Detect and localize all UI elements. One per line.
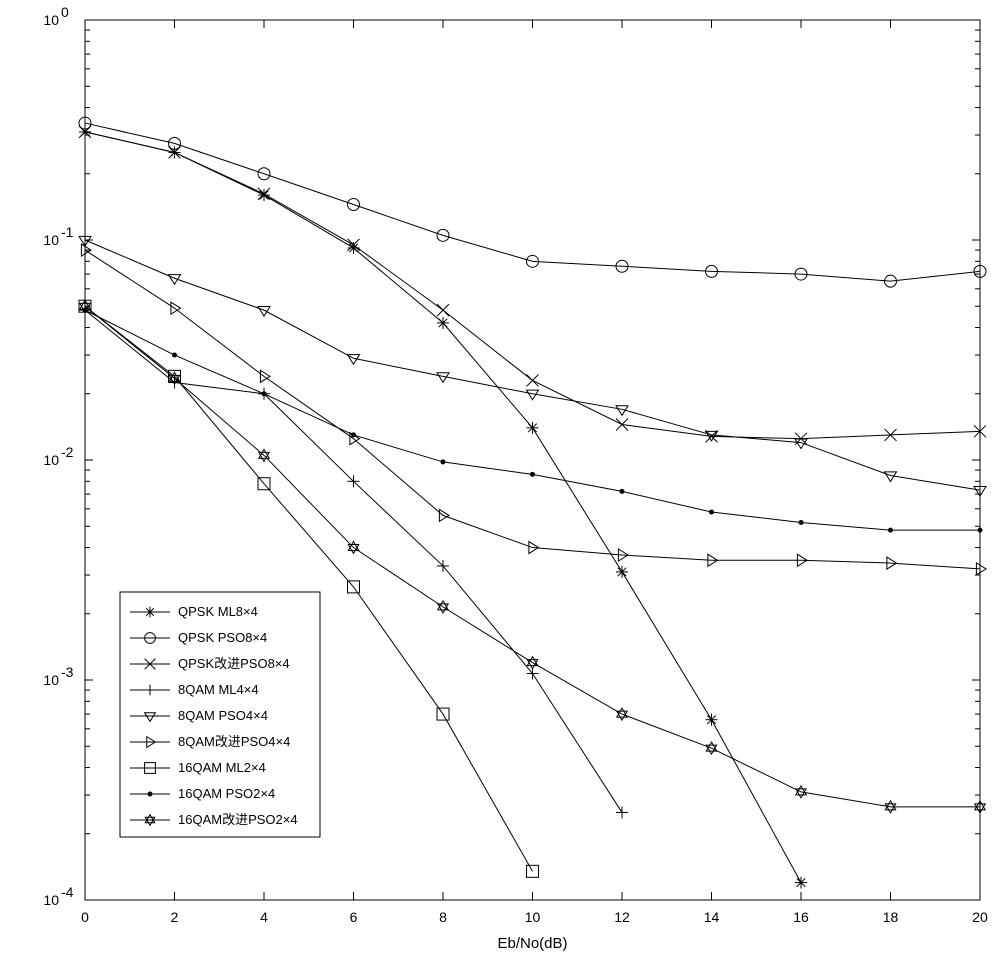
- legend-item-qam8_ml_4x4: 8QAM ML4×4: [130, 682, 259, 697]
- svg-text:0: 0: [61, 4, 69, 20]
- series-qpsk_ipso_8x4: [79, 126, 986, 445]
- x-axis-label: Eb/No(dB): [497, 935, 567, 952]
- series-qam8_pso_4x4: [79, 236, 986, 496]
- legend-item-qam16_ipso_2x4: 16QAM改进PSO2×4: [130, 812, 298, 827]
- x-tick-label: 4: [260, 909, 268, 925]
- svg-text:-2: -2: [61, 444, 74, 460]
- x-tick-label: 18: [883, 909, 899, 925]
- chart-container: 10-410-310-210-110002468101214161820Eb/N…: [0, 0, 1000, 958]
- svg-text:-1: -1: [61, 224, 74, 240]
- y-tick-label: 100: [43, 4, 69, 28]
- svg-text:10: 10: [43, 12, 59, 28]
- legend-item-qpsk_pso_8x4: QPSK PSO8×4: [130, 630, 267, 645]
- legend-label: QPSK改进PSO8×4: [178, 656, 290, 671]
- x-tick-label: 0: [81, 909, 89, 925]
- svg-text:10: 10: [43, 232, 59, 248]
- x-tick-label: 2: [171, 909, 179, 925]
- legend-item-qam16_pso_2x4: 16QAM PSO2×4: [130, 786, 275, 801]
- y-tick-label: 10-3: [43, 664, 73, 688]
- legend-label: QPSK ML8×4: [178, 604, 258, 619]
- legend-label: 16QAM ML2×4: [178, 760, 266, 775]
- x-tick-label: 10: [525, 909, 541, 925]
- x-tick-label: 14: [704, 909, 720, 925]
- legend-label: QPSK PSO8×4: [178, 630, 267, 645]
- x-tick-label: 20: [972, 909, 988, 925]
- legend-label: 8QAM改进PSO4×4: [178, 734, 290, 749]
- svg-text:10: 10: [43, 672, 59, 688]
- legend-item-qam8_pso_4x4: 8QAM PSO4×4: [130, 708, 268, 723]
- y-tick-label: 10-2: [43, 444, 73, 468]
- legend-item-qam16_ml_2x4: 16QAM ML2×4: [130, 760, 266, 775]
- legend-label: 16QAM PSO2×4: [178, 786, 275, 801]
- y-tick-label: 10-1: [43, 224, 73, 248]
- legend-item-qpsk_ipso_8x4: QPSK改进PSO8×4: [130, 656, 290, 671]
- series-qpsk_pso_8x4: [79, 117, 986, 287]
- series-qam16_ml_2x4: [79, 300, 539, 877]
- x-tick-label: 16: [793, 909, 809, 925]
- svg-text:10: 10: [43, 452, 59, 468]
- legend-item-qpsk_ml_8x4: QPSK ML8×4: [130, 604, 258, 619]
- ber-chart: 10-410-310-210-110002468101214161820Eb/N…: [0, 0, 1000, 958]
- x-tick-label: 6: [350, 909, 358, 925]
- legend-item-qam8_ipso_4x4: 8QAM改进PSO4×4: [130, 734, 290, 749]
- legend-label: 16QAM改进PSO2×4: [178, 812, 298, 827]
- legend-label: 8QAM PSO4×4: [178, 708, 268, 723]
- svg-text:10: 10: [43, 892, 59, 908]
- y-tick-label: 10-4: [43, 884, 73, 908]
- x-tick-label: 8: [439, 909, 447, 925]
- svg-text:-4: -4: [61, 884, 74, 900]
- x-tick-label: 12: [614, 909, 630, 925]
- series-qam8_ml_4x4: [79, 304, 628, 818]
- legend-label: 8QAM ML4×4: [178, 682, 259, 697]
- svg-text:-3: -3: [61, 664, 74, 680]
